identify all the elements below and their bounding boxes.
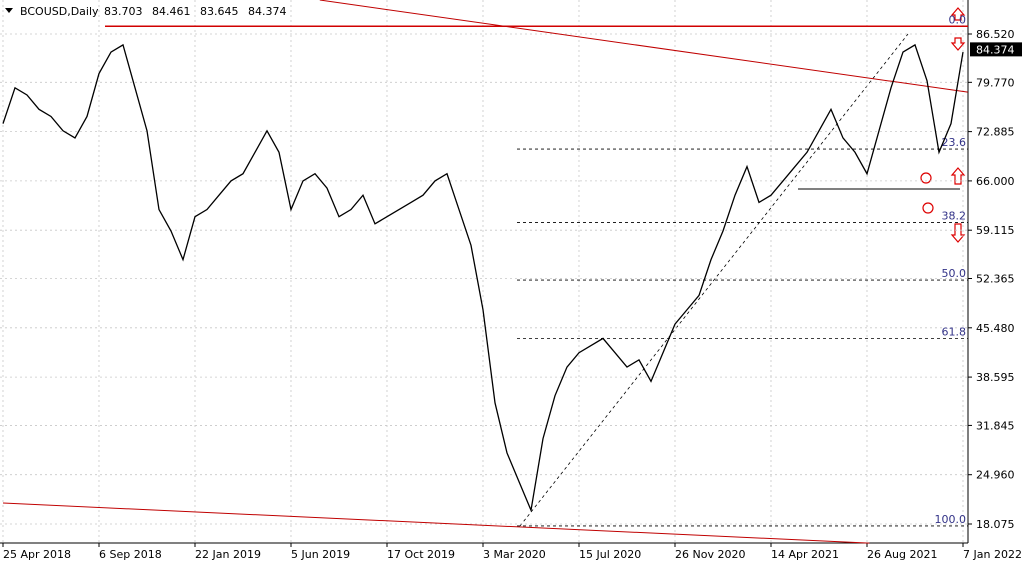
y-tick-label: 86.520 <box>976 28 1015 41</box>
y-tick-label: 72.885 <box>976 126 1015 139</box>
y-tick-label: 38.595 <box>976 371 1015 384</box>
x-tick-label: 26 Aug 2021 <box>867 548 937 561</box>
fib-label: 0.0 <box>949 13 967 26</box>
symbol: BCOUSD,Daily <box>20 5 99 18</box>
y-tick-label: 31.845 <box>976 419 1015 432</box>
x-tick-label: 3 Mar 2020 <box>483 548 546 561</box>
ohlc-value: 84.374 <box>248 5 287 18</box>
price-line <box>2 43 964 513</box>
x-tick-label: 22 Jan 2019 <box>195 548 261 561</box>
y-tick-label: 45.480 <box>976 322 1015 335</box>
x-tick-label: 25 Apr 2018 <box>3 548 71 561</box>
ohlc-value: 83.703 <box>104 5 143 18</box>
fib-label: 100.0 <box>935 513 967 526</box>
menu-arrow[interactable] <box>5 8 13 13</box>
x-tick-label: 7 Jan 2022 <box>963 548 1022 561</box>
x-tick-label: 14 Apr 2021 <box>771 548 839 561</box>
fib-label: 50.0 <box>942 267 967 280</box>
y-tick-label: 79.770 <box>976 76 1015 89</box>
trendline <box>2 502 870 544</box>
price-tag-label: 84.374 <box>976 43 1015 56</box>
fib-label: 23.6 <box>942 136 967 149</box>
y-tick-label: 59.115 <box>976 224 1015 237</box>
x-tick-label: 17 Oct 2019 <box>387 548 455 561</box>
ohlc-value: 83.645 <box>200 5 239 18</box>
fib-label: 61.8 <box>942 325 967 338</box>
fib-diagonal <box>519 33 909 527</box>
trendline <box>319 0 968 93</box>
x-tick-label: 5 Jun 2019 <box>291 548 350 561</box>
price-tag <box>970 42 1022 57</box>
fib-label: 38.2 <box>942 209 967 222</box>
y-tick-label: 18.075 <box>976 518 1015 531</box>
ohlc-value: 84.461 <box>152 5 191 18</box>
y-tick-label: 24.960 <box>976 469 1015 482</box>
y-tick-label: 52.365 <box>976 273 1015 286</box>
x-tick-label: 26 Nov 2020 <box>675 548 745 561</box>
y-tick-label: 66.000 <box>976 175 1015 188</box>
x-tick-label: 15 Jul 2020 <box>579 548 641 561</box>
signal-icons <box>920 7 966 243</box>
x-tick-label: 6 Sep 2018 <box>99 548 162 561</box>
